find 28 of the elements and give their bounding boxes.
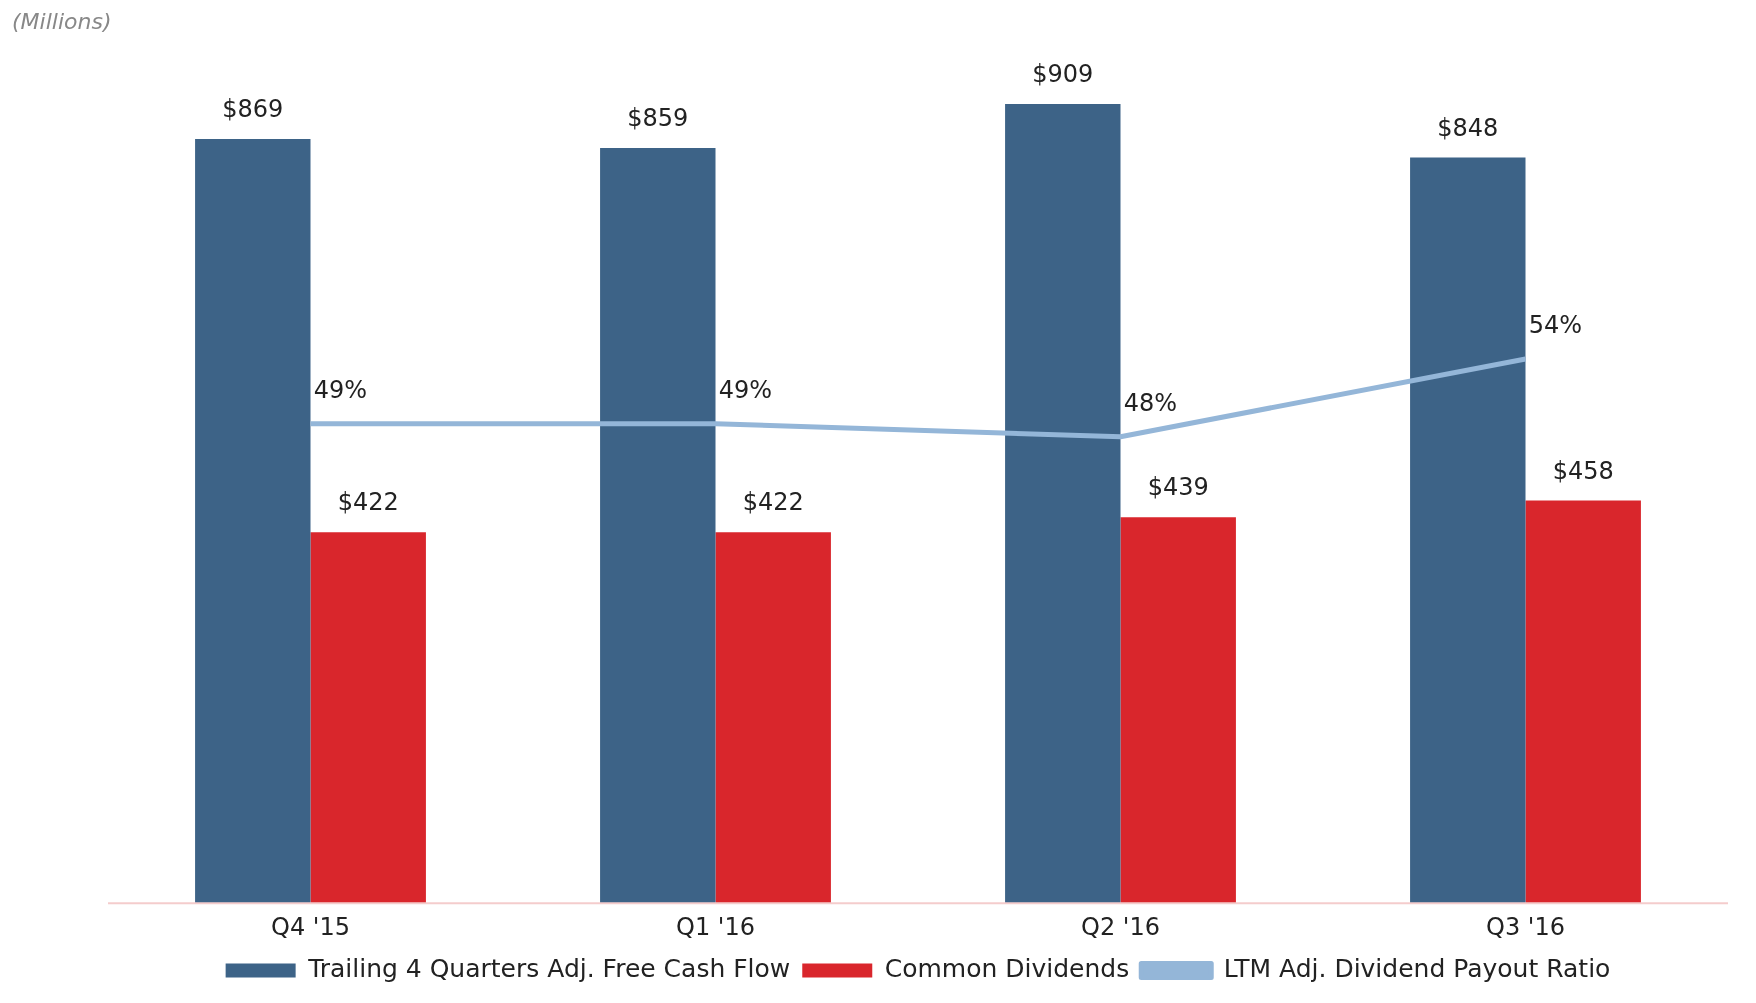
bar <box>600 147 716 904</box>
legend-label: LTM Adj. Dividend Payout Ratio <box>1223 954 1611 983</box>
x-tick-label: Q2 '16 <box>1081 912 1160 941</box>
data-label: $859 <box>627 104 689 133</box>
x-tick-label: Q1 '16 <box>676 912 755 941</box>
data-label: 49% <box>718 376 773 404</box>
data-label: 49% <box>313 376 368 404</box>
bar <box>1410 157 1526 904</box>
x-tick-label: Q4 '15 <box>271 912 350 941</box>
data-label: $909 <box>1032 60 1094 89</box>
data-label: $422 <box>337 488 399 517</box>
data-label: $848 <box>1437 113 1499 142</box>
data-label: 54% <box>1528 311 1583 340</box>
x-tick-label: Q3 '16 <box>1486 912 1565 941</box>
bar <box>715 532 831 904</box>
data-label: 48% <box>1123 388 1178 417</box>
data-label: $439 <box>1147 473 1209 502</box>
legend-label: Common Dividends <box>884 954 1130 983</box>
bar <box>310 532 426 904</box>
bar <box>195 139 311 904</box>
text: (Millions) <box>12 8 112 34</box>
data-label: $869 <box>222 95 284 124</box>
bar <box>1120 517 1236 904</box>
data-label: $458 <box>1552 456 1614 485</box>
legend-label: Trailing 4 Quarters Adj. Free Cash Flow <box>307 954 791 983</box>
bar <box>1005 103 1121 904</box>
data-label: $422 <box>742 488 804 517</box>
bar <box>1525 500 1641 904</box>
